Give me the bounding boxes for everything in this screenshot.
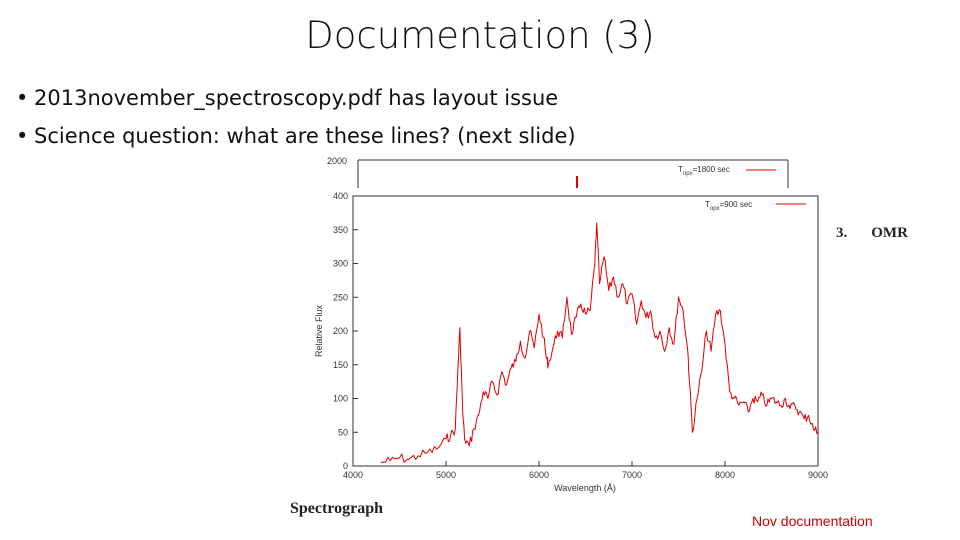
y-tick-label: 100 [333,394,348,404]
legend-label: Topx=900 sec [705,200,752,212]
legend-rest: =900 sec [720,200,753,209]
bullet-text: 2013november_spectroscopy.pdf has layout… [34,86,559,110]
x-axis-ticks: 4000 5000 6000 7000 8000 9000 [343,461,828,480]
background-legend-sub: opx [683,171,693,177]
footer-text: Nov documentation [752,513,873,529]
background-legend-main: T [678,165,683,174]
y-axis-ticks: 0 50 100 150 200 250 300 350 400 [333,191,358,471]
spectrum-chart: 0 50 100 150 200 250 300 350 400 4000 5000 6000 700… [300,188,830,498]
side-label-text: OMR [871,225,908,241]
bullet-dot-icon: • [16,86,29,110]
chart-background [300,188,830,498]
y-tick-label: 0 [343,461,348,471]
y-axis-label: Relative Flux [314,304,324,357]
x-tick-label: 8000 [715,470,735,480]
y-tick-label: 200 [333,326,348,336]
x-tick-label: 7000 [622,470,642,480]
y-tick-label: 400 [333,191,348,201]
background-legend-label: Topx=1800 sec [678,165,730,177]
side-label: 3. OMR [836,225,908,242]
x-tick-label: 9000 [808,470,828,480]
y-tick-label: 150 [333,360,348,370]
spectrograph-caption: Spectrograph [290,500,384,517]
side-label-number: 3. [836,225,848,241]
legend-sub: opx [710,206,720,212]
background-ytick-label: 2000 [327,156,347,166]
background-legend-rest: =1800 sec [693,165,730,174]
bullet-list: • 2013november_spectroscopy.pdf has layou… [16,83,576,159]
x-tick-label: 5000 [436,470,456,480]
bullet-dot-icon: • [16,124,29,148]
y-tick-label: 50 [338,427,348,437]
x-tick-label: 6000 [529,470,549,480]
x-axis-label: Wavelength (Å) [554,483,616,493]
bullet-item: • Science question: what are these lines?… [16,121,576,159]
bullet-item: • 2013november_spectroscopy.pdf has layou… [16,83,576,121]
y-tick-label: 350 [333,225,348,235]
slide-title: Documentation (3) [305,14,655,57]
y-tick-label: 250 [333,292,348,302]
y-tick-label: 300 [333,259,348,269]
series-line [380,222,819,464]
bullet-text: Science question: what are these lines? … [34,124,576,148]
legend-main: T [705,200,710,209]
background-chart: 2000 Topx=1800 sec [327,156,789,188]
x-tick-label: 4000 [343,470,363,480]
